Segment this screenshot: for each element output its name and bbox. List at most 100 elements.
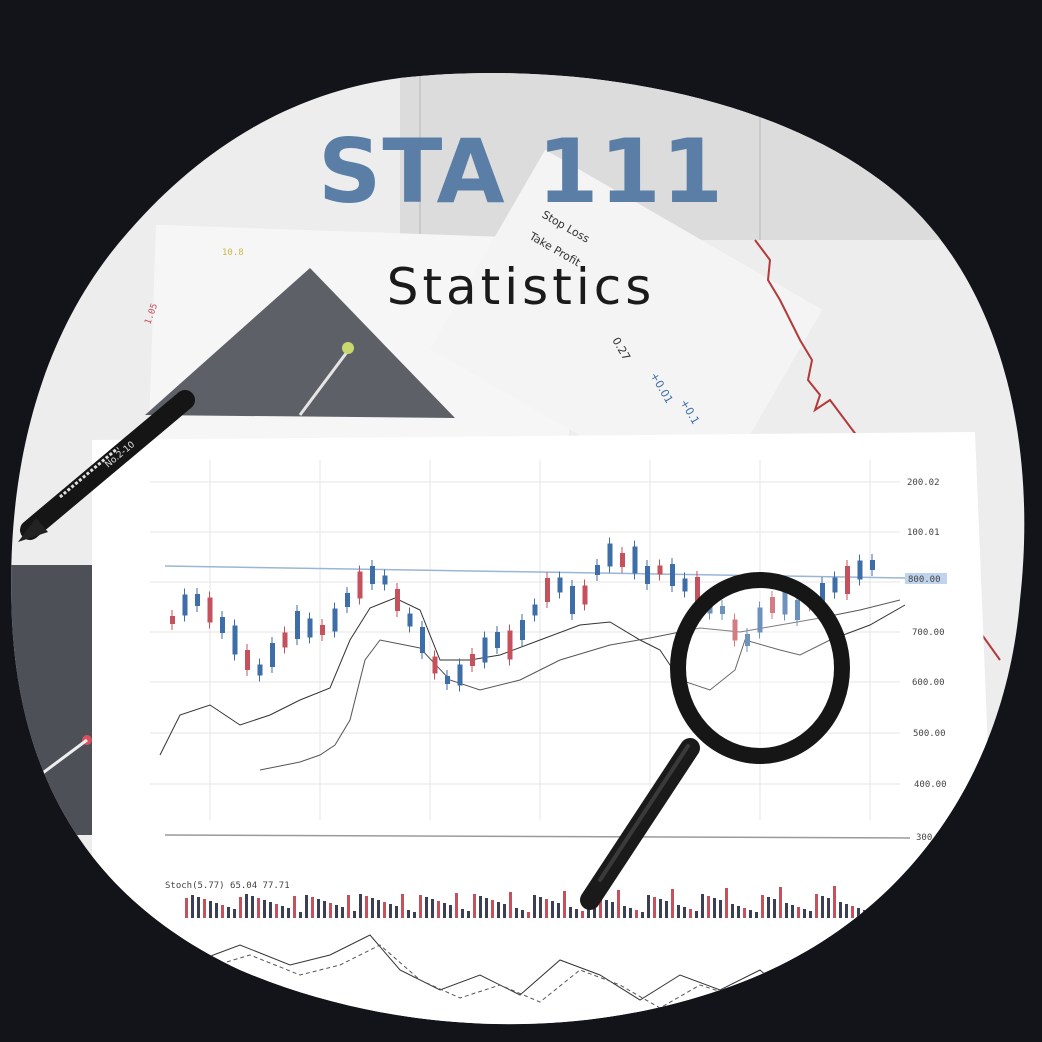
volume-bar [395, 906, 398, 918]
volume-bar [479, 896, 482, 918]
volume-bar [251, 896, 254, 918]
volume-bar [791, 905, 794, 918]
candle-body [870, 560, 875, 570]
volume-bar [239, 897, 242, 918]
candle-body [570, 586, 575, 614]
volume-bar [329, 903, 332, 918]
candle-body [445, 676, 450, 684]
volume-bar [797, 907, 800, 918]
volume-bar [311, 897, 314, 918]
candle-body [270, 643, 275, 667]
candle-body [470, 654, 475, 666]
volume-bar [359, 894, 362, 918]
candle-body [745, 634, 750, 646]
candle-body [357, 571, 363, 599]
candle-body [645, 566, 650, 584]
candle-body [395, 589, 400, 611]
volume-bar [647, 895, 650, 918]
candle-body [295, 611, 300, 639]
course-title: STA 111 [317, 120, 724, 223]
volume-bar [575, 909, 578, 918]
volume-bar [185, 898, 188, 918]
volume-bar [713, 898, 716, 918]
candle-body [820, 583, 825, 607]
volume-bar [737, 906, 740, 918]
candle-body [320, 625, 325, 635]
volume-bar [347, 895, 350, 918]
volume-bar [719, 900, 722, 918]
volume-bar [665, 901, 668, 918]
volume-bar [581, 911, 584, 918]
candle-body [720, 606, 725, 614]
volume-bar [617, 890, 620, 918]
candle-body [695, 577, 700, 603]
candle-body [582, 585, 588, 605]
volume-bar [287, 908, 290, 918]
axis-tick-700: 700.00 [912, 628, 945, 638]
volume-bar [827, 898, 830, 918]
volume-bar [833, 886, 836, 918]
candle-body [520, 620, 525, 640]
candle-body [495, 632, 500, 648]
candle-body [457, 664, 463, 686]
volume-bar [689, 909, 692, 918]
candle-body [245, 650, 250, 670]
candle-body [332, 608, 338, 632]
volume-bar [263, 900, 266, 918]
candle-body [482, 637, 488, 663]
volume-bar [749, 910, 752, 918]
axis-tick-100: 100.01 [907, 528, 940, 538]
volume-bar [257, 898, 260, 918]
candle-body [220, 617, 225, 633]
volume-bar [779, 887, 782, 918]
volume-bar [677, 905, 680, 918]
dark-paper-left [11, 565, 98, 835]
volume-bar [383, 902, 386, 918]
volume-bar [377, 900, 380, 918]
magnifying-glass [580, 572, 850, 910]
volume-bar [215, 903, 218, 918]
volume-bar [635, 910, 638, 918]
volume-bar [725, 888, 728, 918]
volume-bar [461, 909, 464, 918]
candle-body [620, 553, 625, 567]
candle-body [857, 560, 863, 580]
volume-bar [659, 899, 662, 918]
volume-bar [869, 912, 872, 918]
candle-body [345, 593, 350, 607]
volume-bar [503, 904, 506, 918]
volume-bar [335, 905, 338, 918]
candle-body [507, 630, 513, 660]
volume-bar [857, 908, 860, 918]
volume-bar [671, 889, 674, 918]
volume-bar [755, 912, 758, 918]
axis-tick-300: 300 [916, 833, 932, 843]
triangle-chart [145, 268, 455, 418]
volume-bar [521, 910, 524, 918]
axis-tick-200: 200.02 [907, 478, 940, 488]
candle-body [607, 543, 613, 567]
candle-body [557, 577, 563, 593]
volume-bar [731, 904, 734, 918]
candle-body [732, 619, 738, 641]
volume-bar [611, 902, 614, 918]
candle-body [257, 664, 263, 676]
volume-bar [491, 900, 494, 918]
volume-bar [437, 901, 440, 918]
volume-bar [773, 899, 776, 918]
volume-bar [851, 906, 854, 918]
candle-body [370, 566, 375, 584]
candle-body [782, 585, 788, 615]
volume-bar [299, 912, 302, 918]
volume-bar [401, 894, 404, 918]
volume-bar [431, 899, 434, 918]
volume-bar [653, 897, 656, 918]
candlesticks [170, 537, 875, 692]
volume-bar [485, 898, 488, 918]
candle-body [595, 565, 600, 575]
back-paper-right: Stop Loss Take Profit [430, 149, 823, 509]
candle-body [682, 578, 688, 592]
moving-average-line-2 [259, 599, 901, 771]
volume-bar [197, 897, 200, 918]
